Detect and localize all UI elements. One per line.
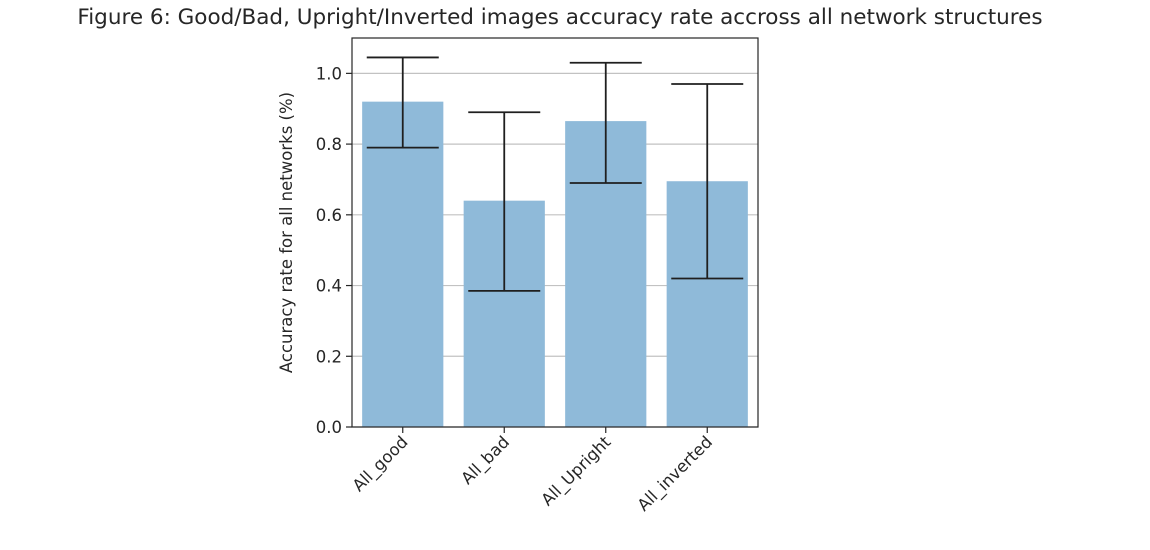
error-bar — [569, 61, 642, 184]
y-tick-label: 0.0 — [316, 418, 342, 437]
x-tick-label: All_good — [349, 432, 413, 496]
y-tick-label: 0.2 — [316, 347, 342, 366]
bars — [362, 101, 748, 428]
bar — [362, 101, 444, 428]
error-bar — [366, 56, 439, 149]
y-tick-label: 1.0 — [316, 64, 342, 83]
x-axis-ticks: All_good All_bad All_Upright All_inverted — [349, 427, 717, 516]
plot-frame — [351, 37, 759, 428]
chart-title: Figure 6: Good/Bad, Upright/Inverted ima… — [77, 5, 1043, 30]
y-axis-label: Accuracy rate for all networks (%) — [277, 92, 296, 373]
x-tick-label: All_bad — [457, 432, 513, 488]
y-axis-ticks: 0.0 0.2 0.4 0.6 0.8 1.0 — [316, 64, 352, 437]
x-tick-label: All_Upright — [537, 432, 615, 510]
y-tick-label: 0.4 — [316, 277, 342, 296]
error-bar — [671, 83, 744, 280]
y-tick-label: 0.6 — [316, 206, 342, 225]
error-bars — [366, 56, 744, 292]
y-tick-label: 0.8 — [316, 135, 342, 154]
x-tick-label: All_inverted — [634, 432, 717, 515]
error-bar — [468, 111, 541, 292]
